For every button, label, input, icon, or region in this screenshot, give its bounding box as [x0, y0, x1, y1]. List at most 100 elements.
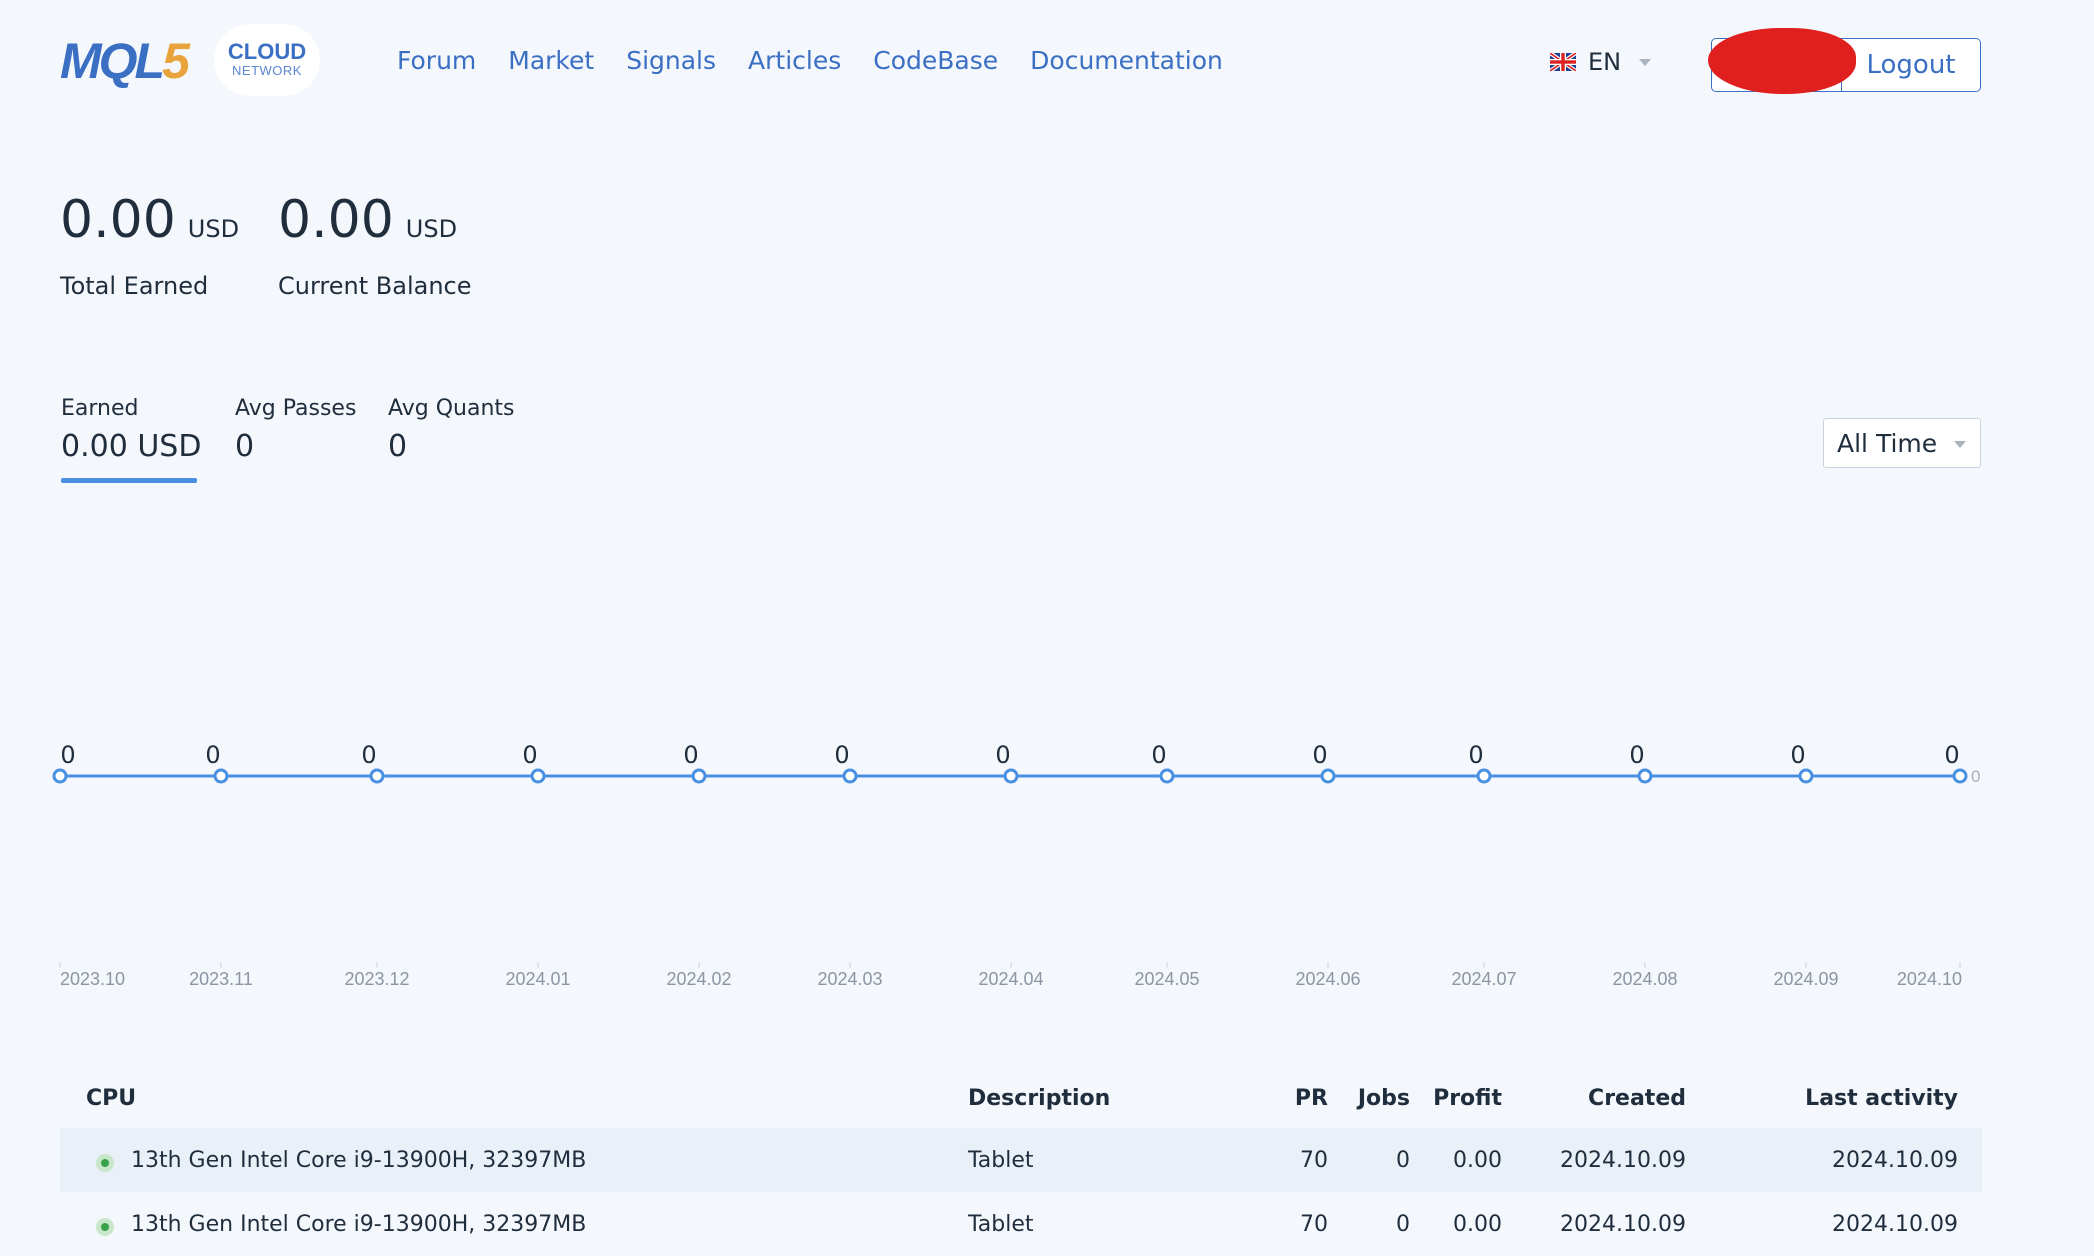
cell-profit: 0.00 — [1453, 1212, 1502, 1237]
current-balance-label: Current Balance — [278, 272, 472, 300]
data-point — [1798, 768, 1814, 784]
cell-created: 2024.10.09 — [1560, 1212, 1686, 1237]
data-label: 0 — [1629, 741, 1644, 769]
data-point — [1159, 768, 1175, 784]
data-point — [52, 768, 68, 784]
cell-profit: 0.00 — [1453, 1148, 1502, 1173]
cell-pr: 70 — [1300, 1212, 1328, 1237]
x-tick-label: 2024.10 — [1897, 969, 1962, 989]
tab-avg-passes[interactable]: Avg Passes 0 — [235, 396, 356, 464]
cell-description: Tablet — [968, 1212, 1034, 1237]
data-label: 0 — [1151, 741, 1166, 769]
data-point — [1003, 768, 1019, 784]
col-jobs[interactable]: Jobs — [1357, 1086, 1410, 1111]
tab-label: Avg Passes — [235, 396, 357, 421]
chevron-down-icon — [1639, 58, 1652, 66]
logout-button[interactable]: Logout — [1866, 50, 1956, 80]
data-label: 0 — [995, 741, 1010, 769]
data-point — [1637, 768, 1653, 784]
logo-text: MQL5 — [60, 33, 190, 89]
cloud-network-badge[interactable]: CLOUD NETWORK — [214, 24, 320, 96]
table-row[interactable]: 13th Gen Intel Core i9-13900H, 32397MB T… — [60, 1128, 1982, 1192]
nav-forum[interactable]: Forum — [397, 46, 477, 75]
data-point — [1320, 768, 1336, 784]
cell-created: 2024.10.09 — [1560, 1148, 1686, 1173]
tab-value: 0 — [235, 429, 255, 464]
end-value-label: 0 — [1971, 767, 1980, 786]
period-select[interactable]: All Time — [1823, 418, 1981, 468]
chevron-down-icon — [1954, 441, 1966, 448]
x-tick-label: 2023.11 — [189, 969, 253, 989]
current-balance-currency: USD — [405, 215, 458, 243]
nav-codebase[interactable]: CodeBase — [873, 46, 999, 75]
data-label: 0 — [683, 741, 698, 769]
total-earned-block: 0.00 USD Total Earned — [60, 190, 239, 300]
x-tick-label: 2024.06 — [1295, 969, 1360, 989]
active-tab-indicator — [61, 478, 197, 483]
col-last-activity[interactable]: Last activity — [1805, 1086, 1958, 1111]
x-tick-label: 2024.05 — [1134, 969, 1199, 989]
cell-pr: 70 — [1300, 1148, 1328, 1173]
top-header: MQL5 CLOUD NETWORK Forum Market Signals … — [0, 0, 2094, 130]
tab-label: Avg Quants — [388, 396, 515, 421]
col-pr[interactable]: PR — [1294, 1086, 1328, 1111]
col-created[interactable]: Created — [1588, 1086, 1686, 1111]
nav-articles[interactable]: Articles — [748, 46, 842, 75]
x-tick-label: 2024.08 — [1612, 969, 1677, 989]
status-online-icon — [96, 1218, 114, 1236]
agents-table: CPU Description PR Jobs Profit Created L… — [60, 1076, 1982, 1256]
data-point — [369, 768, 385, 784]
data-point — [530, 768, 546, 784]
col-profit[interactable]: Profit — [1433, 1086, 1502, 1111]
nav-signals[interactable]: Signals — [626, 46, 717, 75]
mql5-logo[interactable]: MQL5 — [60, 33, 190, 89]
col-description[interactable]: Description — [968, 1086, 1111, 1111]
data-point — [1952, 768, 1968, 784]
data-label: 0 — [60, 741, 75, 769]
x-tick-label: 2024.01 — [505, 969, 570, 989]
tab-avg-quants[interactable]: Avg Quants 0 — [388, 396, 515, 464]
x-tick-label: 2023.10 — [60, 969, 125, 989]
period-value: All Time — [1837, 428, 1938, 458]
tab-value: 0 — [388, 429, 408, 464]
redaction-mark — [1708, 28, 1856, 94]
cell-last-activity: 2024.10.09 — [1832, 1212, 1958, 1237]
current-balance-block: 0.00 USD Current Balance — [278, 190, 472, 300]
data-label: 0 — [522, 741, 537, 769]
total-earned-label: Total Earned — [60, 272, 209, 300]
data-point — [213, 768, 229, 784]
x-tick-label: 2024.02 — [666, 969, 731, 989]
x-tick-label: 2024.07 — [1451, 969, 1516, 989]
earnings-chart: 2023.10 2023.11 2023.12 2024.01 2024.02 2024.… — [52, 741, 1980, 989]
nav-documentation[interactable]: Documentation — [1030, 46, 1223, 75]
x-tick-label: 2024.09 — [1773, 969, 1838, 989]
language-label: EN — [1588, 48, 1622, 76]
nav-market[interactable]: Market — [508, 46, 595, 75]
cell-jobs: 0 — [1396, 1212, 1410, 1237]
table-header: CPU Description PR Jobs Profit Created L… — [60, 1076, 1982, 1128]
data-label: 0 — [1944, 741, 1959, 769]
data-point — [1476, 768, 1492, 784]
x-tick-label: 2023.12 — [344, 969, 409, 989]
data-label: 0 — [1468, 741, 1483, 769]
data-point — [691, 768, 707, 784]
tab-value: 0.00 USD — [61, 429, 202, 464]
language-selector[interactable]: EN — [1550, 48, 1652, 76]
data-label: 0 — [205, 741, 220, 769]
data-label: 0 — [361, 741, 376, 769]
data-label: 0 — [1312, 741, 1327, 769]
cell-description: Tablet — [968, 1148, 1034, 1173]
tab-earned[interactable]: Earned 0.00 USD — [61, 396, 202, 483]
table-row[interactable]: 13th Gen Intel Core i9-13900H, 32397MB T… — [60, 1192, 1982, 1256]
status-online-icon — [96, 1154, 114, 1172]
x-tick-label: 2024.04 — [978, 969, 1043, 989]
col-cpu[interactable]: CPU — [86, 1086, 137, 1111]
data-point — [842, 768, 858, 784]
data-label: 0 — [834, 741, 849, 769]
badge-subtitle: NETWORK — [232, 63, 302, 78]
main-nav: Forum Market Signals Articles CodeBase D… — [397, 46, 1223, 75]
cell-cpu: 13th Gen Intel Core i9-13900H, 32397MB — [131, 1148, 587, 1173]
cell-jobs: 0 — [1396, 1148, 1410, 1173]
total-earned-value: 0.00 — [60, 190, 176, 250]
tab-label: Earned — [61, 396, 139, 421]
